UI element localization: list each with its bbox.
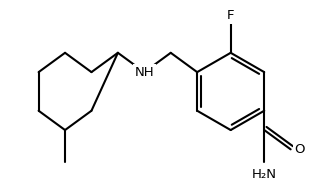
Text: F: F [227,9,234,22]
Text: O: O [295,143,305,156]
Text: H₂N: H₂N [252,168,277,181]
Text: NH: NH [134,66,154,79]
